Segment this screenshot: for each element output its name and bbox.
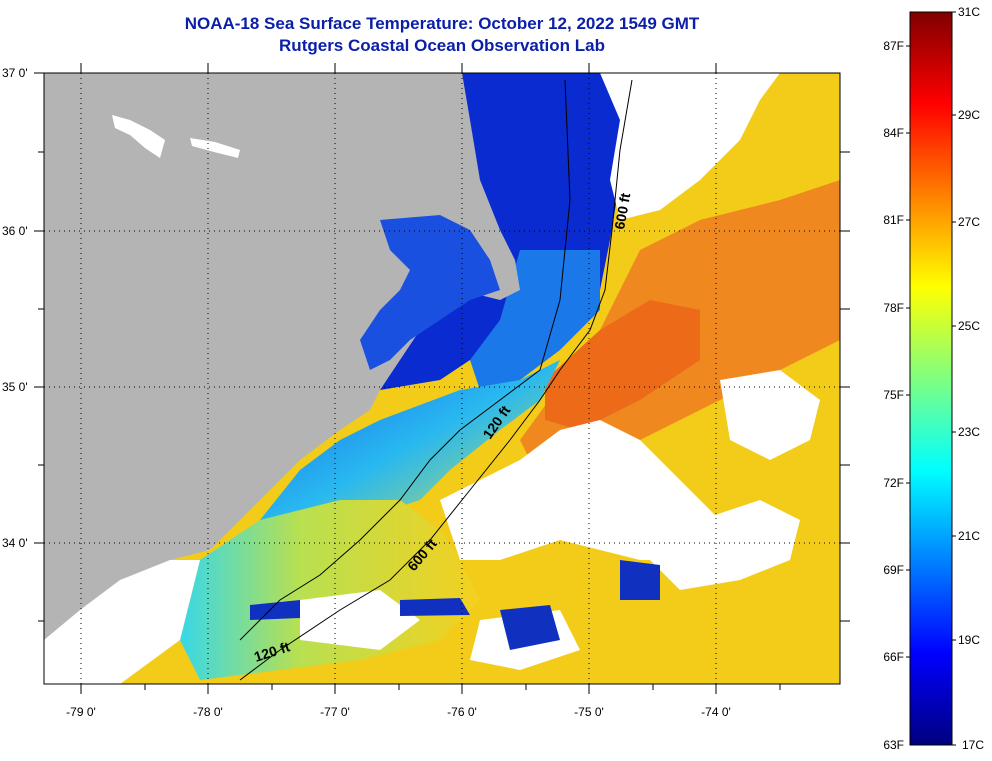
cold-patches-south: [250, 560, 660, 650]
celsius-label: 21C: [958, 529, 980, 543]
fahrenheit-label: 72F: [883, 476, 904, 490]
colorbar-ticks: [906, 11, 956, 746]
fahrenheit-label: 84F: [883, 126, 904, 140]
graticule: [44, 73, 840, 684]
lat-label: 36 0': [2, 224, 28, 238]
fahrenheit-label: 87F: [883, 39, 904, 53]
lat-label: 34 0': [2, 536, 28, 550]
fahrenheit-label: 78F: [883, 301, 904, 315]
fahrenheit-label: 75F: [883, 388, 904, 402]
map-ticks: [34, 63, 850, 694]
celsius-label: 29C: [958, 108, 980, 122]
lon-label: -77 0': [320, 705, 350, 719]
land-mass: [44, 73, 520, 640]
sound-water: [360, 215, 500, 370]
depth-contour-600ft: [239, 79, 633, 681]
map-frame: [43, 72, 841, 685]
gulf-stream-core: [545, 300, 700, 430]
colorbar-gradient: [909, 11, 953, 746]
lon-label: -78 0': [193, 705, 223, 719]
fahrenheit-label: 66F: [883, 650, 904, 664]
celsius-label: 25C: [958, 319, 980, 333]
lon-label: -76 0': [447, 705, 477, 719]
fahrenheit-label: 63F: [883, 738, 904, 752]
depth-contour-120ft: [239, 79, 571, 641]
map-subtitle: Rutgers Coastal Ocean Observation Lab: [279, 36, 605, 55]
map-title: NOAA-18 Sea Surface Temperature: October…: [184, 14, 700, 33]
lon-label: -79 0': [66, 705, 96, 719]
lon-label: -75 0': [574, 705, 604, 719]
celsius-label: 17C: [962, 738, 984, 752]
southern-mixed-water: [180, 500, 480, 680]
celsius-label: 27C: [958, 215, 980, 229]
celsius-label: 23C: [958, 425, 980, 439]
cool-water-mid: [470, 250, 600, 390]
inland-lake: [190, 138, 240, 158]
fahrenheit-label: 81F: [883, 213, 904, 227]
lat-label: 37 0': [2, 66, 28, 80]
contour-label-600ft-north: 600 ft: [611, 191, 633, 230]
lat-label: 35 0': [2, 380, 28, 394]
lon-label: -74 0': [701, 705, 731, 719]
celsius-label: 19C: [958, 633, 980, 647]
fahrenheit-label: 69F: [883, 563, 904, 577]
inland-lake: [112, 115, 165, 158]
coastal-plume: [260, 360, 560, 530]
celsius-label: 31C: [958, 5, 980, 19]
